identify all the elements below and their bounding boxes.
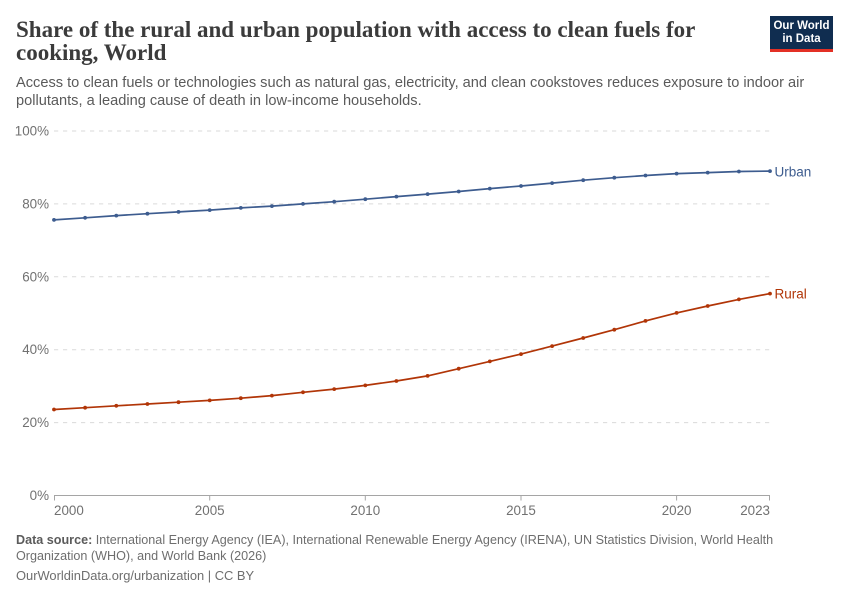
svg-text:60%: 60%: [22, 269, 49, 284]
svg-text:2010: 2010: [350, 503, 380, 518]
svg-text:2015: 2015: [506, 503, 536, 518]
svg-text:40%: 40%: [22, 342, 49, 357]
svg-text:0%: 0%: [30, 488, 49, 503]
svg-text:2000: 2000: [54, 503, 84, 518]
svg-text:100%: 100%: [15, 124, 49, 139]
svg-text:2005: 2005: [195, 503, 225, 518]
svg-text:2020: 2020: [662, 503, 692, 518]
svg-text:80%: 80%: [22, 196, 49, 211]
svg-text:Rural: Rural: [775, 286, 807, 301]
svg-text:Urban: Urban: [775, 164, 812, 179]
svg-text:2023: 2023: [740, 503, 770, 518]
svg-text:20%: 20%: [22, 415, 49, 430]
